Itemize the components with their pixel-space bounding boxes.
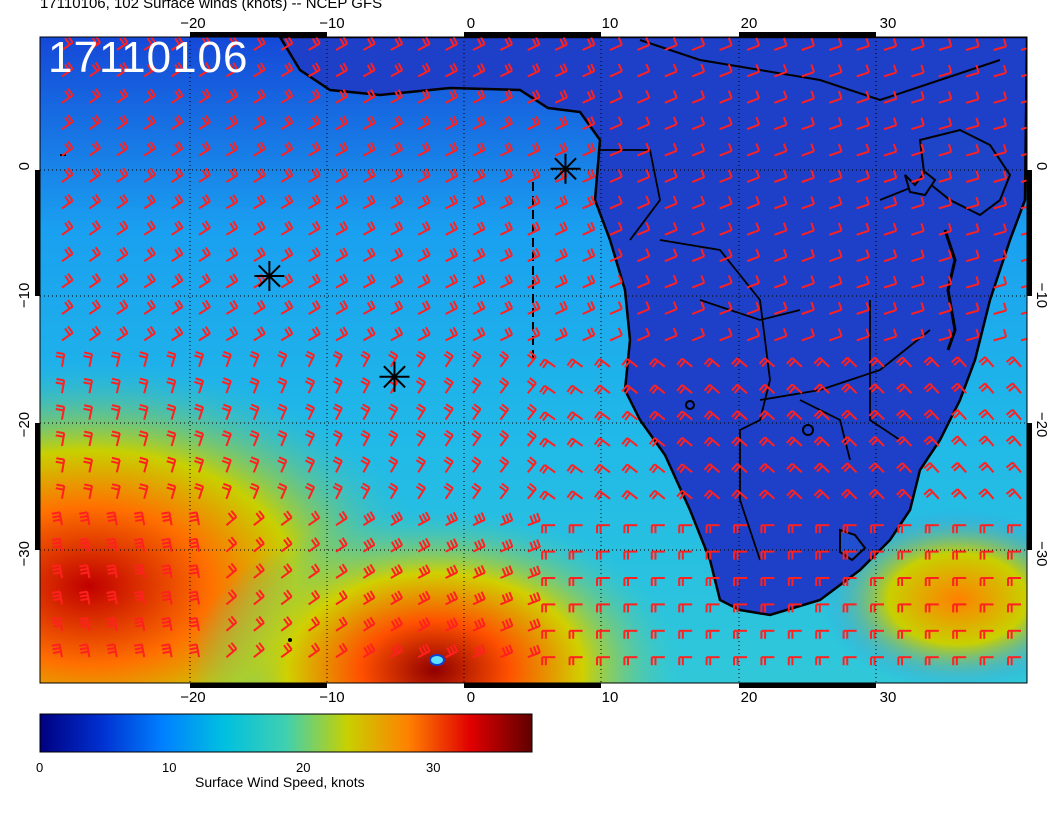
storm-marker-2	[379, 361, 410, 392]
colorbar-tick-0: 0	[36, 760, 44, 775]
chart-title: 17110106, 102 Surface winds (knots) -- N…	[40, 0, 383, 12]
lat-tick-label: −10	[1033, 283, 1050, 308]
storm-markers	[254, 153, 581, 392]
grid-lines	[40, 37, 1027, 683]
colorbar-tick-20: 20	[296, 760, 311, 775]
lon-tick-label: −20	[180, 15, 205, 32]
frame-ticks	[35, 32, 1032, 688]
lon-tick-label: 30	[880, 689, 897, 706]
lon-tick-label: 0	[467, 689, 475, 706]
lon-tick-label: 10	[602, 689, 619, 706]
lat-tick-label: −20	[16, 412, 33, 437]
lon-tick-label: −10	[319, 689, 344, 706]
wind-barbs	[51, 37, 1027, 666]
lon-tick-label: 20	[741, 689, 758, 706]
lon-tick-label: −20	[180, 689, 205, 706]
colorbar-title: Surface Wind Speed, knots	[195, 774, 365, 790]
storm-marker-1	[254, 261, 285, 292]
lat-tick-label: 0	[1033, 162, 1050, 170]
cyclone-eye	[429, 654, 445, 666]
date-stamp: 17110106	[48, 33, 249, 82]
storm-marker-3	[550, 153, 581, 184]
colorbar-tick-30: 30	[426, 760, 441, 775]
lon-tick-label: 0	[467, 15, 475, 32]
colorbar-tick-10: 10	[162, 760, 177, 775]
lon-tick-label: −10	[319, 15, 344, 32]
lon-tick-label: 20	[741, 15, 758, 32]
lat-tick-label: −30	[16, 541, 33, 566]
lat-tick-label: −30	[1033, 541, 1050, 566]
lat-tick-label: −10	[16, 283, 33, 308]
lake-tanganyika	[943, 229, 957, 351]
wind-field	[40, 37, 1027, 683]
lon-tick-label: 30	[880, 15, 897, 32]
lon-tick-label: 10	[602, 15, 619, 32]
colorbar	[39, 713, 533, 753]
lat-tick-label: 0	[16, 162, 33, 170]
lat-tick-label: −20	[1033, 412, 1050, 437]
lake-victoria-region	[918, 128, 1012, 217]
